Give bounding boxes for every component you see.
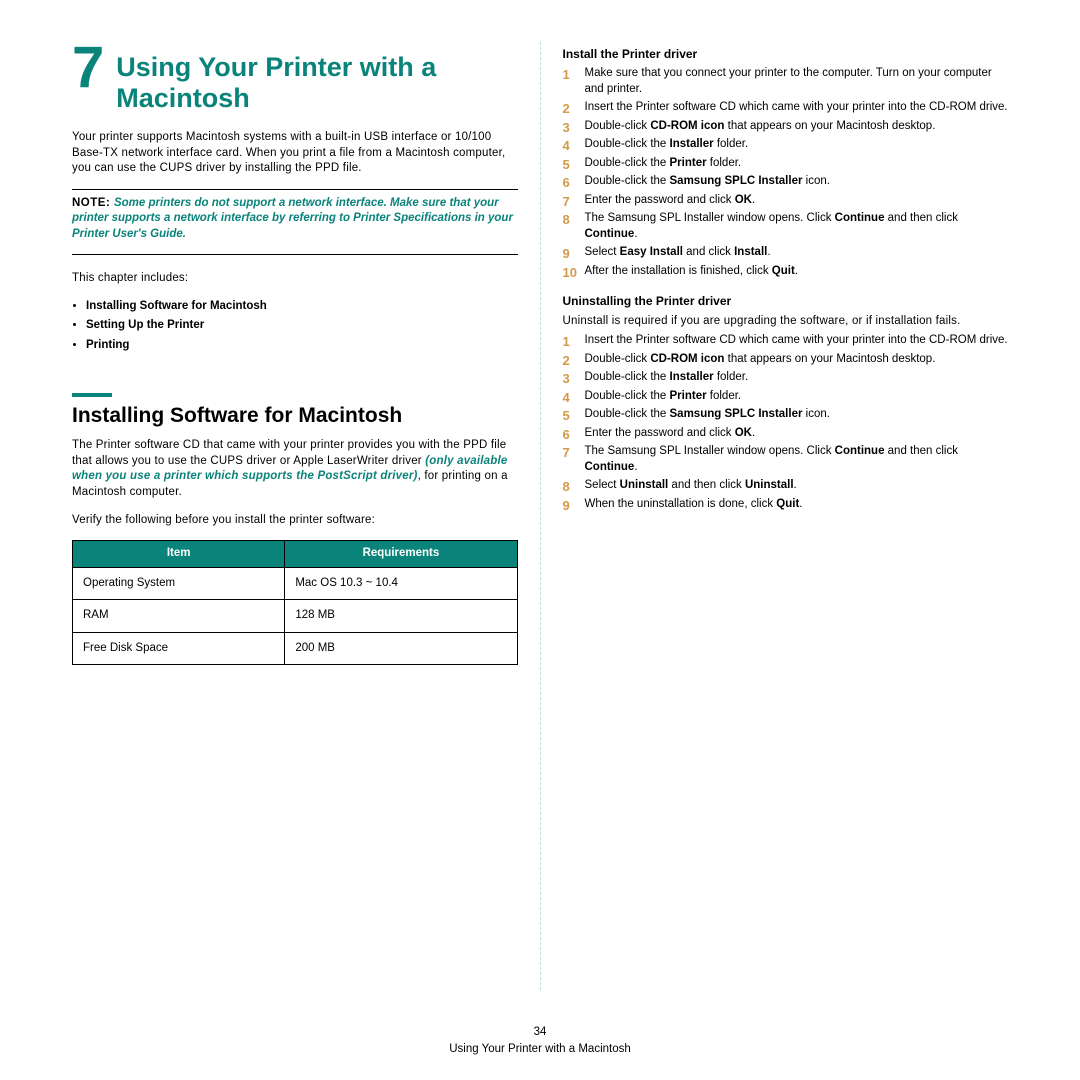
chapter-heading: 7 Using Your Printer with a Macintosh bbox=[72, 42, 518, 114]
section-title: Installing Software for Macintosh bbox=[72, 403, 518, 428]
step-item: Double-click CD-ROM icon that appears on… bbox=[563, 352, 1009, 368]
table-cell: RAM bbox=[73, 600, 285, 633]
step-item: The Samsung SPL Installer window opens. … bbox=[563, 211, 1009, 242]
running-title: Using Your Printer with a Macintosh bbox=[0, 1041, 1080, 1058]
step-item: After the installation is finished, clic… bbox=[563, 264, 1009, 280]
install-heading: Install the Printer driver bbox=[563, 46, 1009, 62]
chapter-includes-item: Installing Software for Macintosh bbox=[86, 299, 518, 315]
table-header: Requirements bbox=[285, 541, 517, 568]
chapter-title: Using Your Printer with a Macintosh bbox=[116, 42, 517, 114]
chapter-includes-label: This chapter includes: bbox=[72, 271, 518, 287]
page-body: 7 Using Your Printer with a Macintosh Yo… bbox=[0, 0, 1080, 990]
right-column: Install the Printer driver Make sure tha… bbox=[541, 42, 1031, 990]
step-item: The Samsung SPL Installer window opens. … bbox=[563, 444, 1009, 475]
table-cell: 128 MB bbox=[285, 600, 517, 633]
chapter-includes-item: Setting Up the Printer bbox=[86, 318, 518, 334]
table-cell: Mac OS 10.3 ~ 10.4 bbox=[285, 567, 517, 600]
table-row: Operating SystemMac OS 10.3 ~ 10.4 bbox=[73, 567, 518, 600]
note-block: NOTE: Some printers do not support a net… bbox=[72, 189, 518, 256]
uninstall-intro: Uninstall is required if you are upgradi… bbox=[563, 314, 1009, 330]
requirements-table: ItemRequirements Operating SystemMac OS … bbox=[72, 540, 518, 665]
step-item: Select Uninstall and then click Uninstal… bbox=[563, 478, 1009, 494]
section1-p1: The Printer software CD that came with y… bbox=[72, 438, 518, 500]
step-item: Make sure that you connect your printer … bbox=[563, 66, 1009, 97]
note-label: NOTE: bbox=[72, 197, 114, 209]
step-item: Double-click the Samsung SPLC Installer … bbox=[563, 407, 1009, 423]
section-rule bbox=[72, 393, 112, 397]
uninstall-heading: Uninstalling the Printer driver bbox=[563, 293, 1009, 309]
table-row: Free Disk Space200 MB bbox=[73, 632, 518, 665]
uninstall-steps: Insert the Printer software CD which cam… bbox=[563, 333, 1009, 512]
step-item: Select Easy Install and click Install. bbox=[563, 245, 1009, 261]
left-column: 7 Using Your Printer with a Macintosh Yo… bbox=[50, 42, 541, 990]
note-text: Some printers do not support a network i… bbox=[72, 197, 513, 240]
step-item: Double-click the Samsung SPLC Installer … bbox=[563, 174, 1009, 190]
section1-p2: Verify the following before you install … bbox=[72, 513, 518, 529]
table-header: Item bbox=[73, 541, 285, 568]
page-number: 34 bbox=[0, 1024, 1080, 1041]
step-item: Double-click the Installer folder. bbox=[563, 370, 1009, 386]
step-item: Double-click CD-ROM icon that appears on… bbox=[563, 119, 1009, 135]
step-item: Double-click the Printer folder. bbox=[563, 156, 1009, 172]
step-item: Enter the password and click OK. bbox=[563, 426, 1009, 442]
step-item: Double-click the Printer folder. bbox=[563, 389, 1009, 405]
intro-paragraph: Your printer supports Macintosh systems … bbox=[72, 130, 518, 177]
chapter-includes-item: Printing bbox=[86, 338, 518, 354]
step-item: Double-click the Installer folder. bbox=[563, 137, 1009, 153]
install-steps: Make sure that you connect your printer … bbox=[563, 66, 1009, 279]
table-cell: Free Disk Space bbox=[73, 632, 285, 665]
table-cell: 200 MB bbox=[285, 632, 517, 665]
step-item: Insert the Printer software CD which cam… bbox=[563, 100, 1009, 116]
step-item: When the uninstallation is done, click Q… bbox=[563, 497, 1009, 513]
table-row: RAM128 MB bbox=[73, 600, 518, 633]
step-item: Enter the password and click OK. bbox=[563, 193, 1009, 209]
chapter-number: 7 bbox=[72, 42, 104, 94]
page-footer: 34 Using Your Printer with a Macintosh bbox=[0, 1024, 1080, 1059]
table-cell: Operating System bbox=[73, 567, 285, 600]
chapter-includes-list: Installing Software for Macintosh Setting… bbox=[86, 299, 518, 354]
step-item: Insert the Printer software CD which cam… bbox=[563, 333, 1009, 349]
